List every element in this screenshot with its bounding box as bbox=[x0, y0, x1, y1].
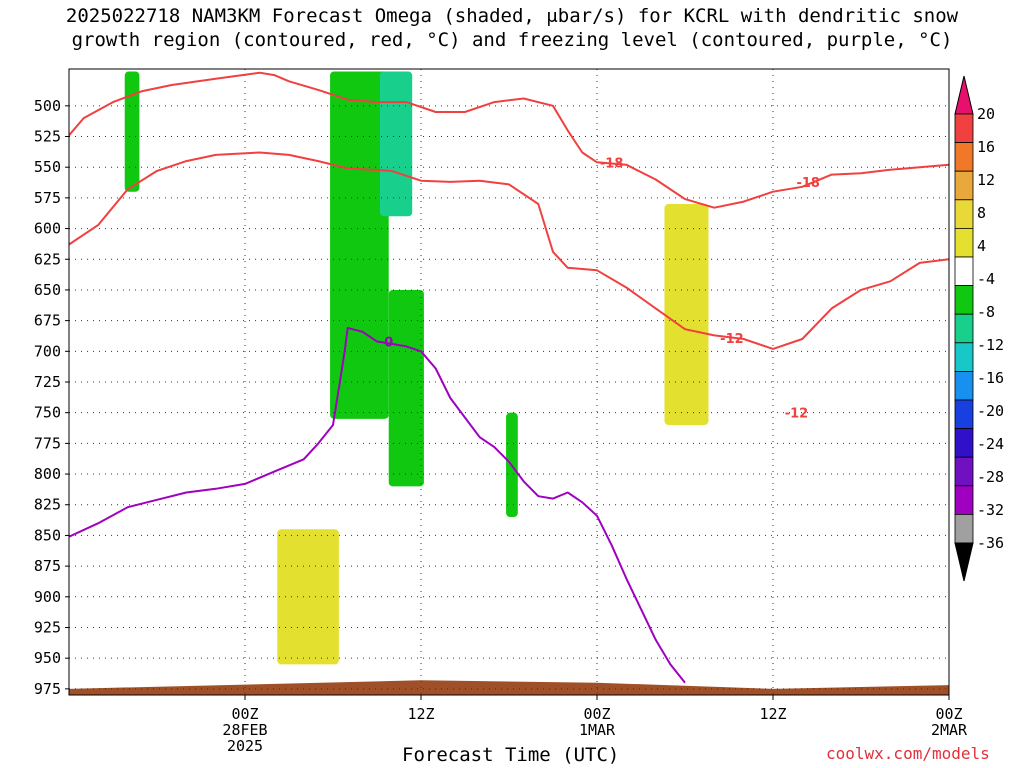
chart-title-line-2: growth region (contoured, red, °C) and f… bbox=[71, 29, 953, 51]
colorbar-swatch-9 bbox=[954, 370, 974, 401]
colorbar-swatch-2 bbox=[954, 170, 974, 201]
colorbar-label: -8 bbox=[977, 303, 995, 321]
colorbar-label: -12 bbox=[977, 336, 1004, 354]
colorbar-label: -4 bbox=[977, 270, 995, 288]
y-tick-label: 800 bbox=[34, 465, 61, 483]
x-tick-year: 2025 bbox=[227, 737, 263, 755]
colorbar-label: 8 bbox=[977, 204, 986, 222]
colorbar-swatch-5 bbox=[954, 256, 974, 287]
plot-background bbox=[69, 69, 949, 695]
omega-region-6 bbox=[664, 204, 709, 425]
y-tick-label: 875 bbox=[34, 557, 61, 575]
y-tick-label: 750 bbox=[34, 404, 61, 422]
y-tick-label: 600 bbox=[34, 220, 61, 238]
y-tick-label: 525 bbox=[34, 128, 61, 146]
colorbar-swatch-1 bbox=[954, 142, 974, 172]
omega-shading bbox=[124, 71, 709, 665]
colorbar-label: -36 bbox=[977, 534, 1004, 552]
y-tick-label: 975 bbox=[34, 680, 61, 698]
x-tick-label: 12Z bbox=[407, 705, 434, 723]
contour-label-4: 0 bbox=[384, 335, 393, 350]
plot-area bbox=[69, 69, 949, 695]
colorbar-swatch-6 bbox=[954, 285, 974, 315]
colorbar-swatch-8 bbox=[954, 342, 974, 372]
omega-region-5 bbox=[277, 529, 339, 665]
omega-region-0 bbox=[124, 71, 140, 192]
credit-text: coolwx.com/models bbox=[826, 744, 990, 763]
colorbar-swatch-12 bbox=[954, 456, 974, 487]
colorbar-top-arrow bbox=[954, 75, 974, 115]
y-tick-label: 625 bbox=[34, 250, 61, 268]
colorbar: 20 16 12 8 4 -4 -8 -12 -16 -20 -24 -28 -32 -36 bbox=[954, 75, 1004, 582]
colorbar-swatch-14 bbox=[954, 514, 974, 544]
y-tick-label: 725 bbox=[34, 373, 61, 391]
x-tick-label: 12Z bbox=[759, 705, 786, 723]
colorbar-bottom-arrow bbox=[954, 542, 974, 582]
y-tick-label: 825 bbox=[34, 496, 61, 514]
y-tick-label: 700 bbox=[34, 342, 61, 360]
colorbar-label: -20 bbox=[977, 402, 1004, 420]
colorbar-swatch-4 bbox=[954, 227, 974, 258]
omega-region-1 bbox=[330, 71, 389, 419]
contour-label-0: -18 bbox=[600, 156, 624, 171]
contour-label-3: -12 bbox=[785, 407, 809, 422]
contour-line-freezing-2 bbox=[69, 327, 686, 684]
contour-line-dgz-0 bbox=[69, 71, 949, 209]
colorbar-swatch-10 bbox=[954, 399, 974, 430]
contour-labels: -18 -18 -12 -12 0 bbox=[384, 156, 820, 421]
x-tick-label: 00Z bbox=[231, 705, 258, 723]
y-tick-label: 500 bbox=[34, 97, 61, 115]
x-tick-date: 28FEB bbox=[222, 721, 267, 739]
omega-region-2 bbox=[379, 71, 413, 217]
y-tick-label: 550 bbox=[34, 158, 61, 176]
contour-label-1: -18 bbox=[796, 176, 820, 191]
y-tick-label: 925 bbox=[34, 618, 61, 636]
y-tick-label: 675 bbox=[34, 312, 61, 330]
y-tick-label: 650 bbox=[34, 281, 61, 299]
colorbar-label: -16 bbox=[977, 369, 1004, 387]
x-tick-date: 1MAR bbox=[579, 721, 616, 739]
colorbar-label: 20 bbox=[977, 105, 995, 123]
y-tick-label: 775 bbox=[34, 434, 61, 452]
colorbar-swatch-11 bbox=[954, 428, 974, 458]
terrain-layer bbox=[69, 680, 949, 695]
x-axis-title: Forecast Time (UTC) bbox=[402, 744, 620, 766]
colorbar-swatch-0 bbox=[954, 113, 974, 144]
x-tick-label: 00Z bbox=[935, 705, 962, 723]
colorbar-swatch-3 bbox=[954, 199, 974, 229]
contour-line-dgz-1 bbox=[69, 151, 949, 350]
colorbar-label: 16 bbox=[977, 138, 995, 156]
omega-region-3 bbox=[388, 289, 424, 487]
terrain-fill bbox=[69, 680, 949, 695]
axes: 500 525 550 575 600 625 650 675 700 725 750 775 800 8… bbox=[34, 68, 968, 755]
colorbar-swatch-13 bbox=[954, 485, 974, 515]
colorbar-label: 4 bbox=[977, 237, 986, 255]
chart-title-line-1: 2025022718 NAM3KM Forecast Omega (shaded… bbox=[65, 5, 959, 27]
y-tick-label: 950 bbox=[34, 649, 61, 667]
contour-label-2: -12 bbox=[720, 332, 744, 347]
y-tick-label: 850 bbox=[34, 526, 61, 544]
y-tick-label: 900 bbox=[34, 588, 61, 606]
colorbar-label: -24 bbox=[977, 435, 1004, 453]
colorbar-swatch-7 bbox=[954, 313, 974, 344]
y-tick-label: 575 bbox=[34, 189, 61, 207]
colorbar-label: 12 bbox=[977, 171, 995, 189]
x-tick-label: 00Z bbox=[583, 705, 610, 723]
colorbar-label: -28 bbox=[977, 468, 1004, 486]
colorbar-label: -32 bbox=[977, 501, 1004, 519]
contour-lines bbox=[69, 71, 949, 684]
x-tick-date: 2MAR bbox=[931, 721, 968, 739]
